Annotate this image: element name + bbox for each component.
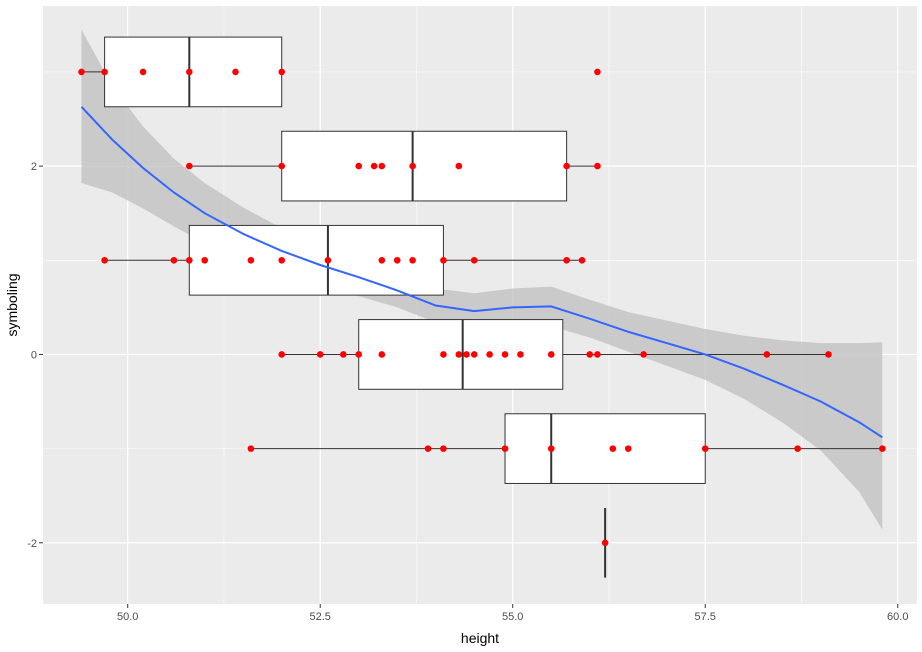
data-point	[463, 351, 470, 358]
box-iqr	[281, 130, 568, 202]
data-point	[355, 162, 363, 170]
data-point	[409, 256, 416, 264]
smooth-line-layer	[80, 106, 883, 439]
data-point	[370, 162, 378, 170]
data-point	[278, 162, 286, 170]
box-iqr	[188, 224, 444, 296]
data-point	[424, 445, 432, 452]
data-point	[378, 351, 386, 358]
x-tick-label: 55.0	[502, 611, 523, 623]
data-point	[355, 351, 363, 358]
data-point	[547, 445, 555, 452]
data-point	[101, 68, 108, 76]
boxplot-layer	[81, 36, 883, 578]
data-point	[378, 162, 386, 170]
y-tick-label: -2	[27, 538, 37, 550]
y-tick-label: 2	[31, 161, 37, 173]
data-point	[794, 445, 801, 452]
data-point	[201, 256, 209, 264]
data-point	[186, 68, 193, 76]
data-point	[825, 351, 832, 358]
data-point	[879, 445, 886, 452]
data-point	[186, 162, 193, 170]
data-point	[470, 351, 478, 358]
data-point	[278, 68, 286, 76]
x-tick-label: 50.0	[117, 611, 138, 623]
data-point	[170, 256, 178, 264]
data-point	[440, 445, 447, 452]
data-point	[378, 256, 386, 264]
data-point	[563, 256, 570, 264]
data-point	[501, 445, 509, 452]
data-point	[340, 351, 347, 358]
data-point	[247, 256, 255, 264]
data-point	[316, 351, 324, 358]
points-layer	[78, 68, 886, 547]
data-point	[247, 445, 255, 452]
data-point	[440, 351, 447, 358]
data-point	[594, 162, 601, 170]
data-point	[547, 351, 555, 358]
y-axis-title: symboling	[4, 273, 20, 336]
data-point	[186, 256, 193, 264]
data-point	[517, 351, 524, 358]
data-point	[409, 162, 416, 170]
x-tick-label: 52.5	[310, 611, 331, 623]
data-point	[232, 68, 239, 76]
x-axis-title: height	[461, 630, 499, 646]
axes-layer: 50.0 52.5 55.0 57.5 60.0 -2 0 2	[27, 161, 908, 623]
data-point	[601, 539, 609, 547]
data-point	[393, 256, 401, 264]
data-point	[324, 256, 332, 264]
data-point	[470, 256, 478, 264]
data-point	[455, 351, 463, 358]
x-tick-label: 60.0	[887, 611, 908, 623]
data-point	[578, 256, 586, 264]
x-tick-label: 57.5	[695, 611, 716, 623]
data-point	[586, 351, 594, 358]
data-point	[278, 256, 286, 264]
y-tick-label: 0	[31, 349, 37, 361]
data-point	[139, 68, 147, 76]
data-point	[624, 445, 632, 452]
data-point	[763, 351, 771, 358]
smooth-line	[80, 106, 883, 439]
data-point	[101, 256, 108, 264]
data-point	[701, 445, 709, 452]
box-iqr	[504, 413, 706, 484]
data-point	[486, 351, 493, 358]
data-point	[640, 351, 647, 358]
data-point	[501, 351, 509, 358]
data-point	[594, 351, 601, 358]
data-point	[594, 68, 601, 76]
data-point	[278, 351, 286, 358]
data-point	[440, 256, 447, 264]
data-point	[563, 162, 570, 170]
data-point	[455, 162, 463, 170]
data-point	[78, 68, 85, 76]
box-iqr	[104, 36, 283, 108]
data-point	[609, 445, 617, 452]
